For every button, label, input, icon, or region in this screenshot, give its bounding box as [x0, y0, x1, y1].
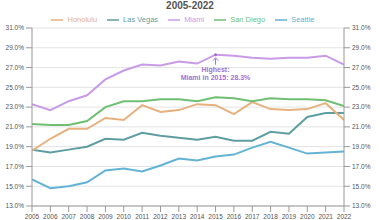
- svg-text:Miami in 2015: 28.3%: Miami in 2015: 28.3%: [181, 74, 251, 81]
- svg-text:2019: 2019: [282, 213, 297, 220]
- svg-text:13.0%: 13.0%: [352, 202, 371, 209]
- svg-text:2011: 2011: [135, 213, 149, 220]
- svg-text:13.0%: 13.0%: [8, 202, 24, 209]
- svg-text:21.0%: 21.0%: [8, 123, 24, 130]
- svg-text:23.0%: 23.0%: [8, 103, 24, 110]
- svg-text:23.0%: 23.0%: [352, 103, 371, 110]
- svg-text:29.0%: 29.0%: [8, 44, 24, 51]
- svg-text:2012: 2012: [153, 213, 168, 220]
- svg-text:2006: 2006: [43, 213, 58, 220]
- html-text:Miami: Miami: [184, 15, 205, 24]
- svg-text:25.0%: 25.0%: [8, 84, 24, 91]
- svg-text:17.0%: 17.0%: [352, 163, 371, 170]
- html-text:2005-2022: 2005-2022: [166, 0, 214, 11]
- svg-text:27.0%: 27.0%: [352, 64, 371, 71]
- svg-text:2018: 2018: [263, 213, 278, 220]
- svg-text:2015: 2015: [208, 213, 223, 220]
- svg-text:2020: 2020: [300, 213, 315, 220]
- svg-text:2021: 2021: [318, 213, 333, 220]
- svg-text:2005: 2005: [25, 213, 40, 220]
- svg-text:Highest:: Highest:: [202, 66, 230, 74]
- svg-text:2017: 2017: [245, 213, 260, 220]
- svg-text:2007: 2007: [61, 213, 76, 220]
- html-text:Honolulu: Honolulu: [67, 15, 98, 24]
- svg-text:2022: 2022: [337, 213, 352, 220]
- svg-text:19.0%: 19.0%: [352, 143, 371, 150]
- svg-text:2014: 2014: [190, 213, 205, 220]
- svg-text:31.0%: 31.0%: [352, 24, 371, 31]
- svg-text:21.0%: 21.0%: [352, 123, 371, 130]
- svg-text:2013: 2013: [172, 213, 187, 220]
- svg-text:19.0%: 19.0%: [8, 143, 24, 150]
- svg-text:15.0%: 15.0%: [8, 183, 24, 190]
- svg-text:15.0%: 15.0%: [352, 183, 371, 190]
- html-text:Seattle: Seattle: [291, 15, 315, 24]
- svg-text:25.0%: 25.0%: [352, 84, 371, 91]
- svg-text:29.0%: 29.0%: [352, 44, 371, 51]
- svg-text:17.0%: 17.0%: [8, 163, 24, 170]
- svg-text:2016: 2016: [227, 213, 242, 220]
- svg-text:2009: 2009: [98, 213, 113, 220]
- svg-text:2010: 2010: [117, 213, 132, 220]
- svg-text:31.0%: 31.0%: [8, 24, 24, 31]
- svg-text:27.0%: 27.0%: [8, 64, 24, 71]
- html-text:Las Vegas: Las Vegas: [123, 15, 159, 24]
- svg-text:2008: 2008: [80, 213, 95, 220]
- html-text:San Diego: San Diego: [230, 15, 266, 24]
